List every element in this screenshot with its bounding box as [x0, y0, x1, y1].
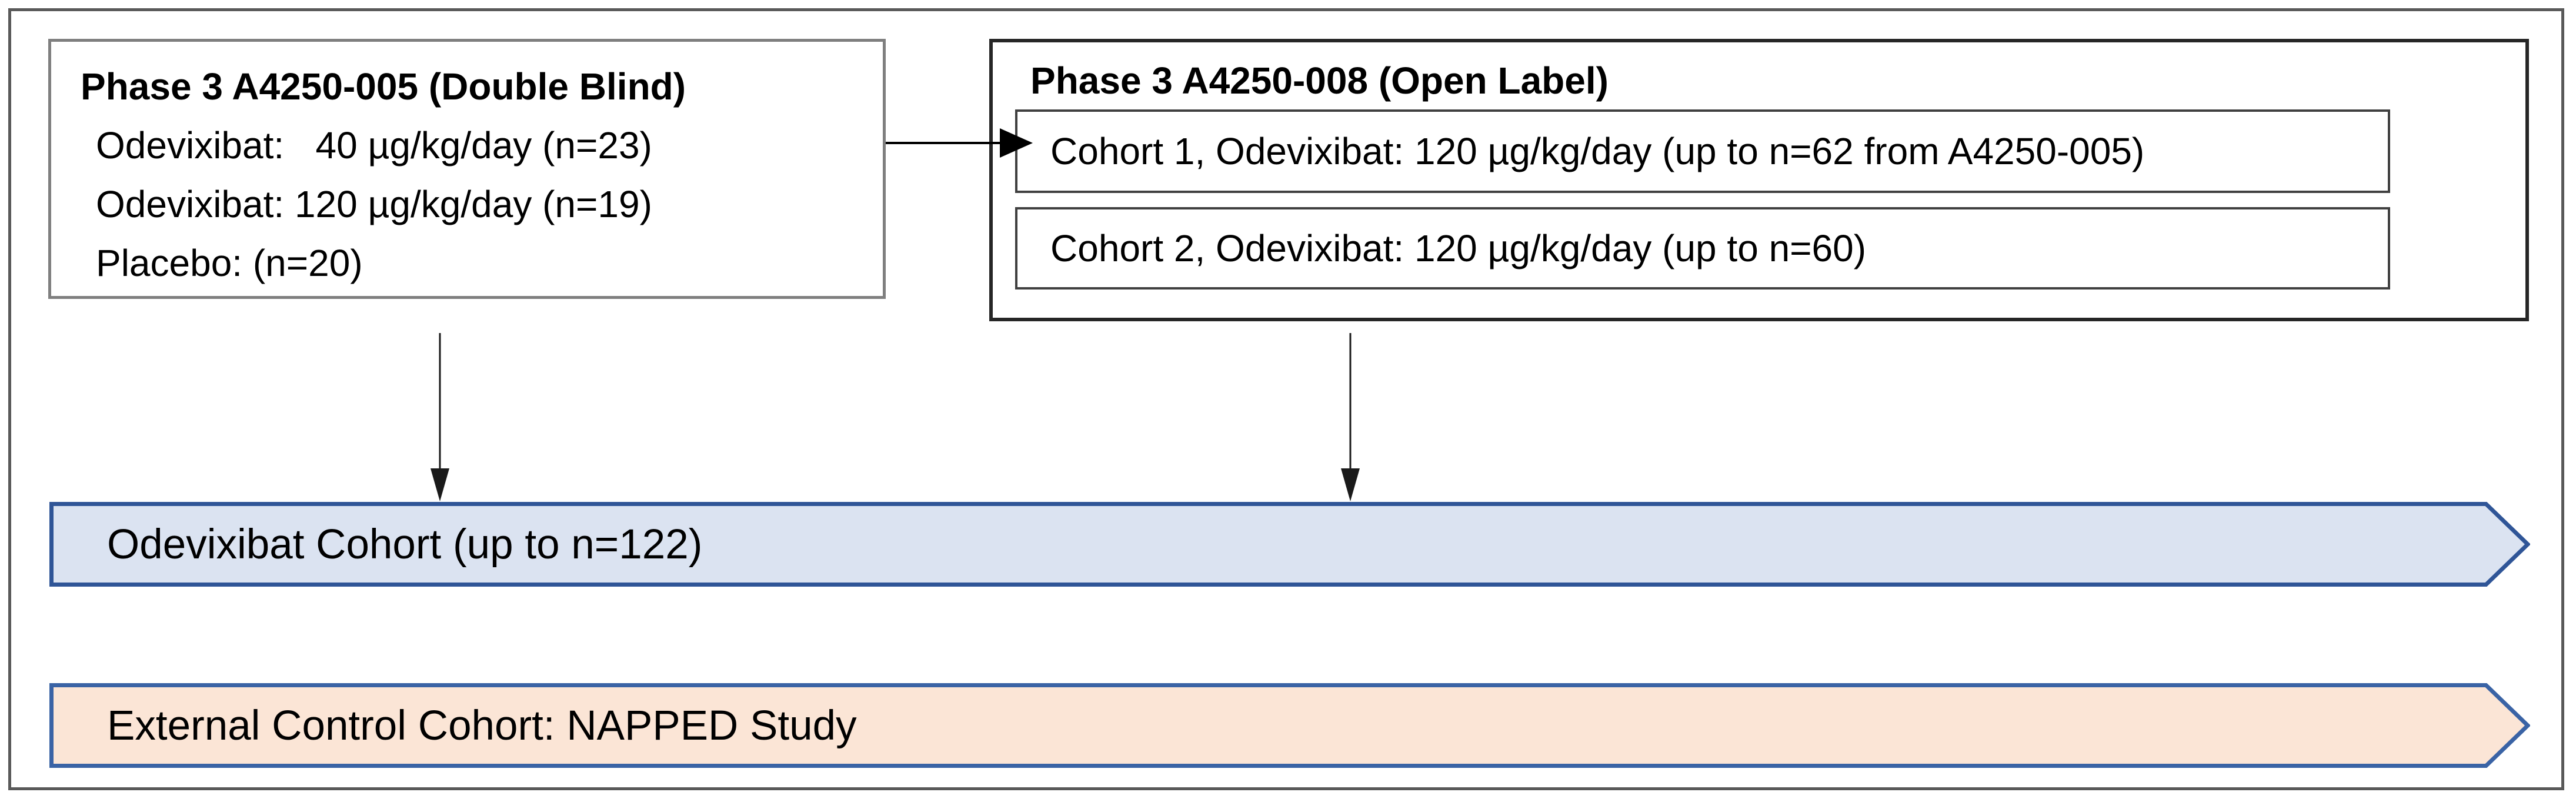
external-control-banner-label: External Control Cohort: NAPPED Study — [107, 702, 857, 749]
study-005-title: Phase 3 A4250-005 (Double Blind) — [81, 65, 686, 108]
cohort-2-box: Cohort 2, Odevixibat: 120 µg/kg/day (up … — [1015, 207, 2390, 289]
odevixibat-cohort-banner-label: Odevixibat Cohort (up to n=122) — [107, 521, 703, 568]
cohort-1-label: Cohort 1, Odevixibat: 120 µg/kg/day (up … — [1050, 130, 2145, 172]
study-005-arm-placebo: Placebo: (n=20) — [96, 242, 363, 284]
study-005-arm-odevixibat-40: Odevixibat: 40 µg/kg/day (n=23) — [96, 124, 652, 167]
study-008-title: Phase 3 A4250-008 (Open Label) — [1030, 59, 1609, 102]
odevixibat-cohort-banner-shape — [49, 502, 2530, 587]
cohort-2-label: Cohort 2, Odevixibat: 120 µg/kg/day (up … — [1050, 227, 1867, 269]
study-005-box: Phase 3 A4250-005 (Double Blind) Odevixi… — [48, 39, 886, 299]
cohort-1-box: Cohort 1, Odevixibat: 120 µg/kg/day (up … — [1015, 109, 2390, 193]
external-control-banner-shape — [49, 683, 2530, 768]
study-008-box: Phase 3 A4250-008 (Open Label) Cohort 1,… — [989, 39, 2529, 321]
odevixibat-cohort-banner: Odevixibat Cohort (up to n=122) — [49, 502, 2530, 587]
study-005-arm-odevixibat-120: Odevixibat: 120 µg/kg/day (n=19) — [96, 183, 652, 225]
external-control-banner: External Control Cohort: NAPPED Study — [49, 683, 2530, 768]
